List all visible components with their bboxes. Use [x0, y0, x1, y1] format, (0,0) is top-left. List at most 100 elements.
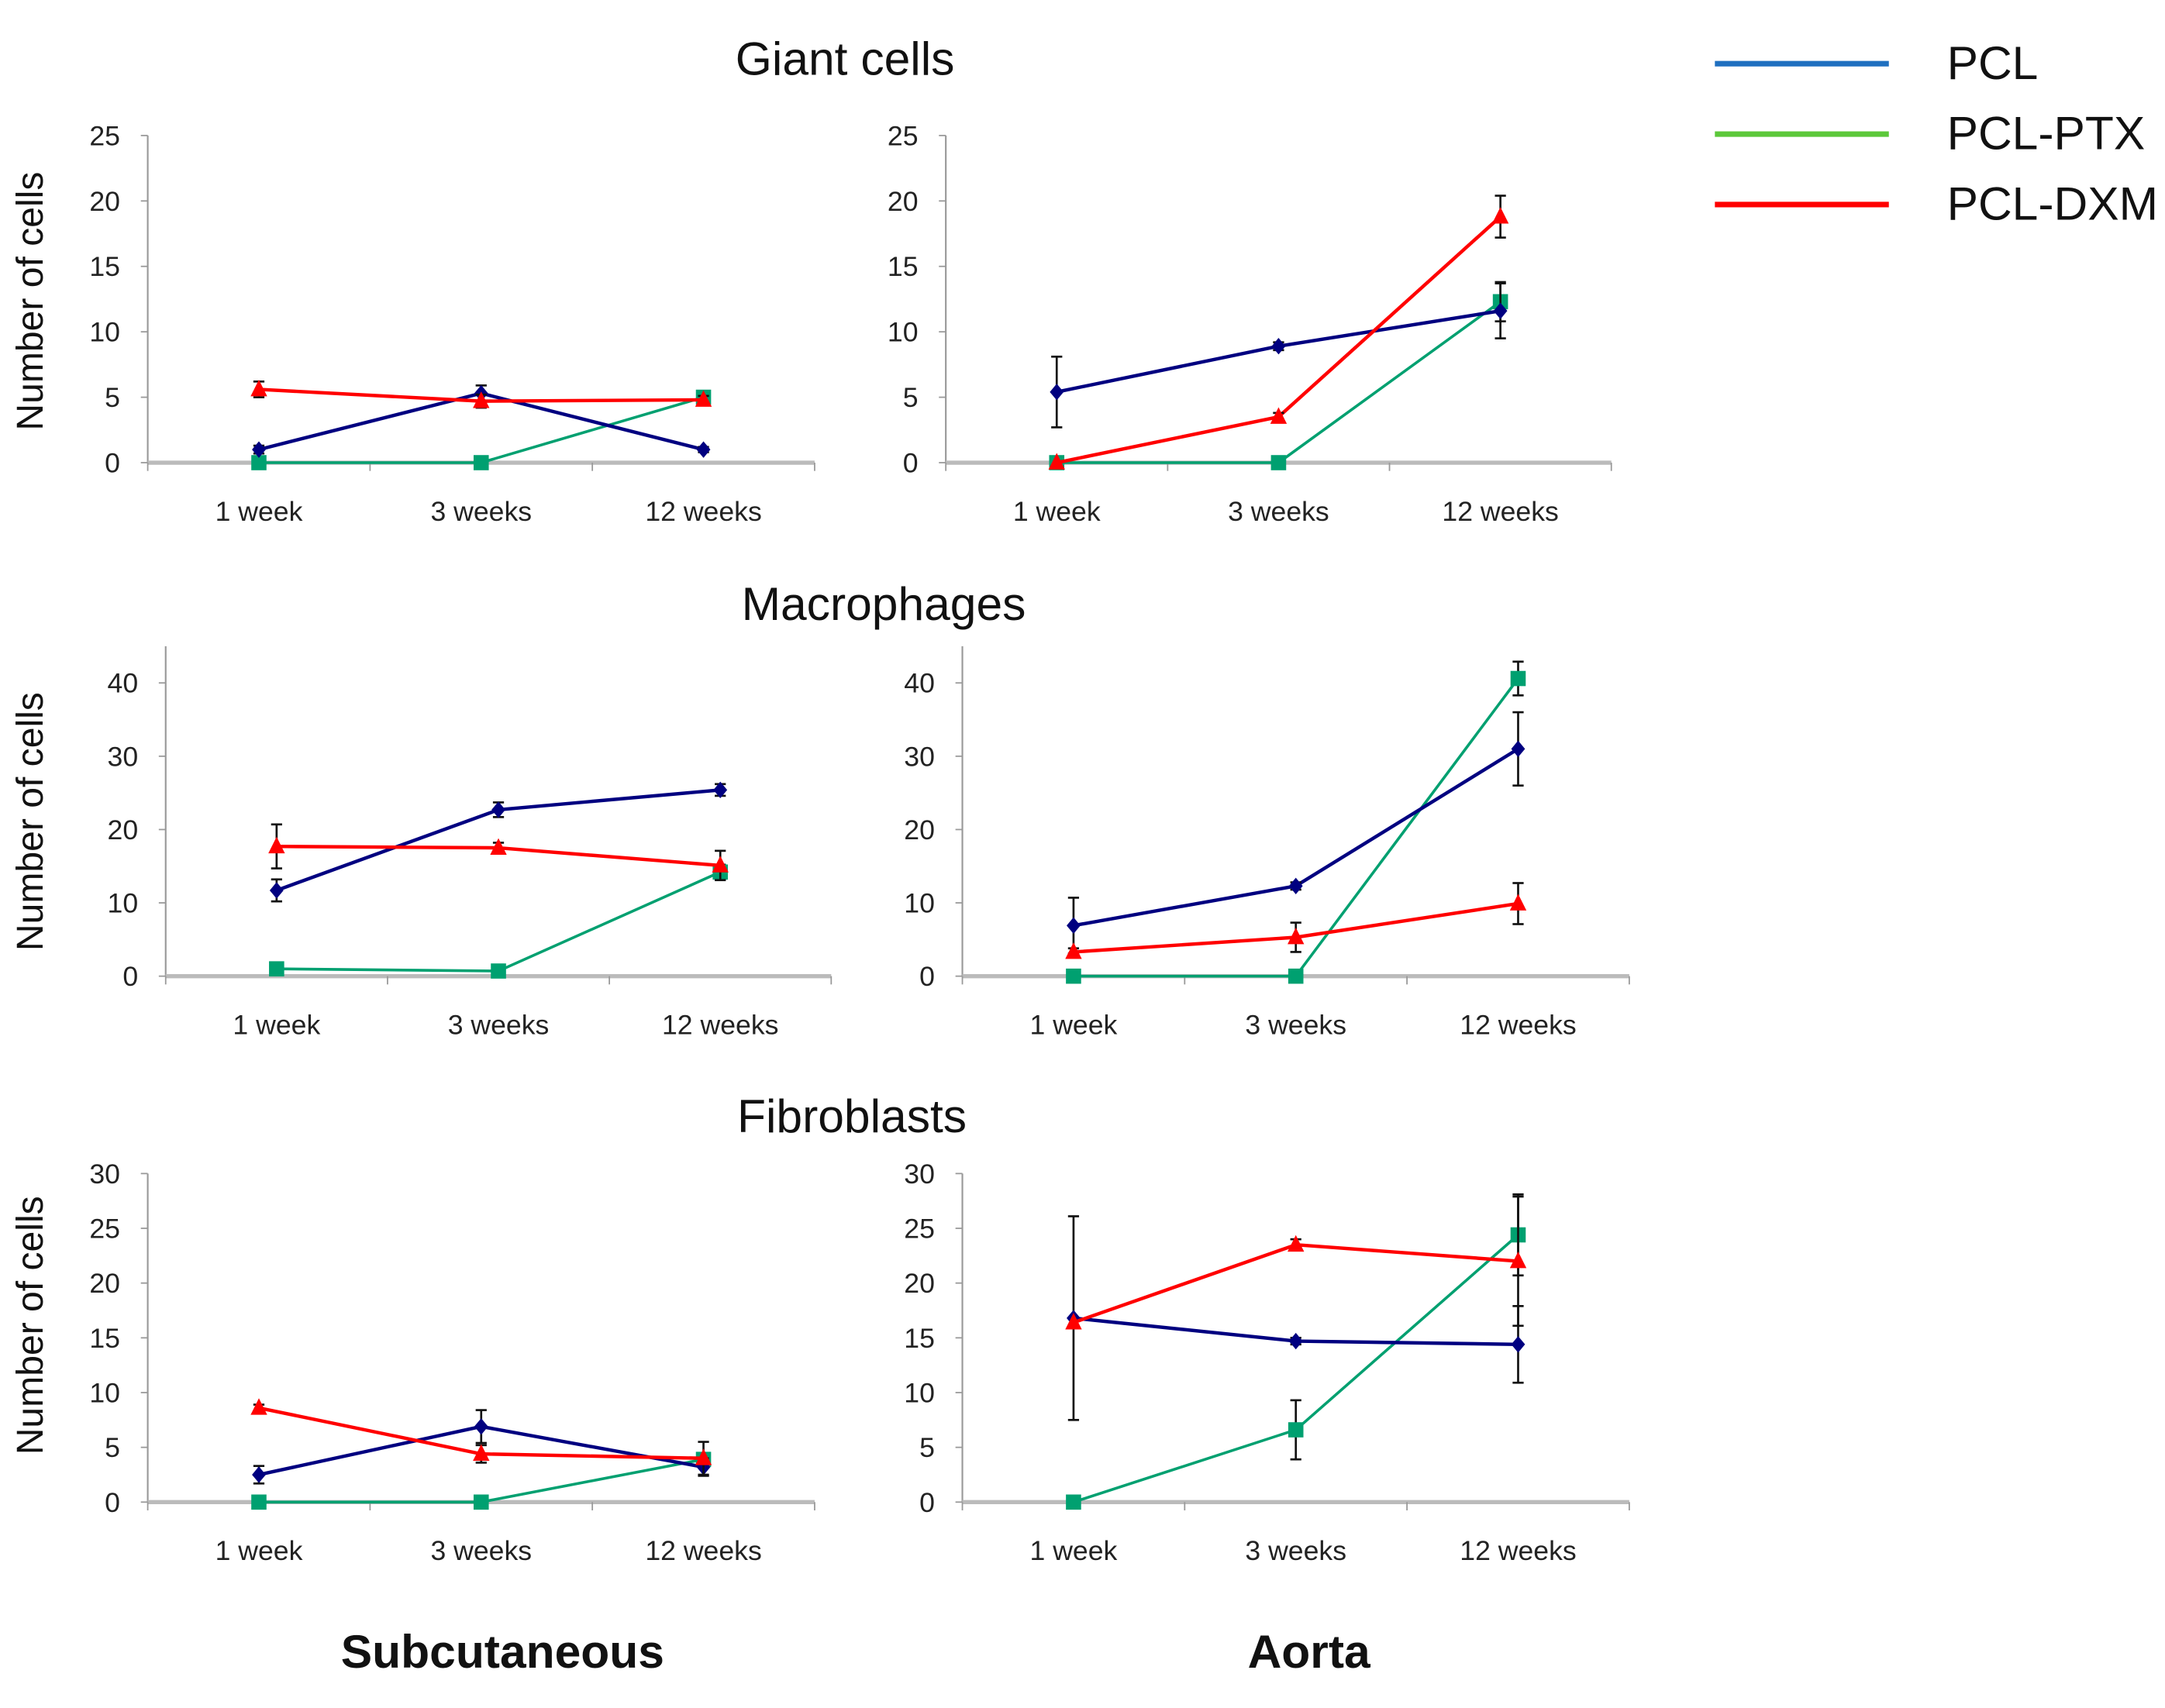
- legend-label-pcl-dxm: PCL-DXM: [1947, 177, 2159, 230]
- y-tick-label: 20: [904, 814, 935, 845]
- series-line: [1057, 300, 1501, 464]
- x-tick-label: 3 weeks: [448, 1009, 550, 1040]
- row-title: Fibroblasts: [737, 1090, 967, 1142]
- data-point-square: [269, 961, 284, 976]
- data-point-triangle: [250, 1398, 267, 1415]
- y-tick-label: 25: [904, 1213, 935, 1244]
- data-point-triangle: [473, 391, 490, 408]
- x-tick-label: 12 weeks: [1442, 496, 1558, 527]
- x-tick-label: 3 weeks: [430, 1535, 532, 1566]
- data-point-triangle: [1491, 207, 1509, 224]
- y-tick-label: 30: [108, 741, 139, 772]
- legend-label-pcl: PCL: [1947, 36, 2039, 89]
- data-point-diamond: [713, 781, 728, 799]
- legend: PCL PCL-PTX PCL-DXM: [1715, 36, 2158, 230]
- data-point-square: [1270, 455, 1287, 470]
- data-point-square: [1066, 968, 1081, 984]
- data-point-diamond: [474, 1418, 488, 1435]
- series-line: [1073, 1242, 1519, 1324]
- data-point-diamond: [1067, 917, 1081, 935]
- data-point-triangle: [1288, 928, 1305, 945]
- panel-fibroblasts-subcutaneous: 0 5 10 15 20 25 30 1 week 3 weeks 12 weeks: [89, 1159, 815, 1566]
- y-tick-label: 5: [105, 382, 120, 413]
- row-title: Macrophages: [742, 577, 1026, 630]
- y-tick-label: 10: [904, 1377, 935, 1408]
- y-tick-label: 15: [89, 1323, 120, 1354]
- x-tick-label: 12 weeks: [645, 496, 761, 527]
- x-tick-label: 1 week: [1030, 1009, 1118, 1040]
- data-point-diamond: [1493, 302, 1508, 319]
- y-tick-label: 30: [904, 741, 935, 772]
- series-line: [1073, 1234, 1519, 1503]
- y-tick-label: 10: [904, 888, 935, 919]
- data-point-diamond: [696, 441, 711, 458]
- y-tick-label: 15: [89, 251, 120, 282]
- data-point-diamond: [1288, 1332, 1303, 1350]
- series-line: [1073, 747, 1519, 928]
- y-tick-label: 0: [122, 961, 138, 992]
- row-macrophages: Macrophages Number of cells 0 10 20 30 40 1 wee…: [9, 577, 1630, 1040]
- y-axis-label: Number of cells: [9, 1196, 51, 1455]
- series-pcl-dxm: [268, 823, 729, 882]
- data-point-square: [1510, 670, 1526, 687]
- y-tick-label: 25: [89, 120, 120, 151]
- x-tick-label: 3 weeks: [1245, 1009, 1346, 1040]
- series-pcl: [1067, 711, 1525, 955]
- y-tick-label: 15: [904, 1323, 935, 1354]
- y-tick-label: 30: [904, 1159, 935, 1190]
- data-point-triangle: [250, 379, 267, 397]
- y-tick-label: 5: [903, 382, 919, 413]
- series-pcl: [1050, 282, 1508, 429]
- data-point-diamond: [1288, 877, 1303, 894]
- y-tick-label: 25: [89, 1213, 120, 1244]
- x-tick-label: 3 weeks: [1245, 1535, 1346, 1566]
- series-pcl: [269, 781, 728, 903]
- y-tick-label: 5: [919, 1432, 935, 1463]
- data-point-triangle: [1509, 1251, 1527, 1269]
- data-point-diamond: [252, 1466, 266, 1483]
- y-tick-label: 0: [105, 1487, 120, 1518]
- row-fibroblasts: Fibroblasts Number of cells 0 5 10 15 20 25 30 1 …: [9, 1090, 1630, 1566]
- series-line: [276, 870, 721, 973]
- data-point-triangle: [712, 856, 729, 873]
- y-tick-label: 20: [89, 1268, 120, 1299]
- data-point-diamond: [1050, 384, 1064, 401]
- row-title: Giant cells: [736, 32, 955, 84]
- data-point-diamond: [1511, 740, 1525, 758]
- series-pcl-dxm: [250, 1398, 712, 1476]
- panel-macrophages-subcutaneous: 0 10 20 30 40 1 week 3 weeks 12 weeks: [108, 646, 833, 1040]
- y-tick-label: 20: [89, 186, 120, 217]
- panel-fibroblasts-aorta: 0 5 10 15 20 25 30 1 week 3 weeks 12 weeks: [904, 1159, 1630, 1566]
- data-point-triangle: [490, 838, 507, 855]
- data-point-diamond: [1511, 1336, 1525, 1353]
- y-tick-label: 0: [105, 447, 120, 478]
- data-point-diamond: [269, 882, 284, 899]
- y-tick-label: 0: [903, 447, 919, 478]
- y-tick-label: 10: [89, 317, 120, 348]
- series-pcl-dxm: [1065, 1195, 1527, 1330]
- y-tick-label: 10: [89, 1377, 120, 1408]
- y-tick-label: 20: [108, 814, 139, 845]
- data-point-square: [473, 455, 489, 470]
- data-point-square: [251, 1494, 267, 1510]
- y-tick-label: 20: [888, 186, 919, 217]
- y-tick-label: 20: [904, 1268, 935, 1299]
- x-tick-label: 1 week: [1013, 496, 1101, 527]
- data-point-diamond: [1271, 338, 1286, 355]
- x-tick-label: 3 weeks: [430, 496, 532, 527]
- panel-macrophages-aorta: 0 10 20 30 40 1 week 3 weeks 12 weeks: [904, 646, 1630, 1040]
- y-tick-label: 0: [919, 1487, 935, 1518]
- y-tick-label: 40: [108, 668, 139, 699]
- y-tick-label: 30: [89, 1159, 120, 1190]
- x-tick-label: 1 week: [233, 1009, 320, 1040]
- x-tick-label: 12 weeks: [1460, 1009, 1576, 1040]
- panel-giant-cells-aorta: 0 5 10 15 20 25 1 week 3 weeks 12 weeks: [888, 120, 1612, 527]
- series-pcl-dxm: [1065, 882, 1527, 959]
- series-pcl-dxm: [1048, 195, 1509, 470]
- data-point-triangle: [268, 836, 285, 854]
- x-tick-label: 1 week: [215, 1535, 303, 1566]
- data-point-triangle: [1270, 407, 1288, 424]
- data-point-square: [473, 1494, 489, 1510]
- row-giant-cells: Giant cells Number of cells 0 5 10 15 20 25 1 we…: [9, 32, 1612, 527]
